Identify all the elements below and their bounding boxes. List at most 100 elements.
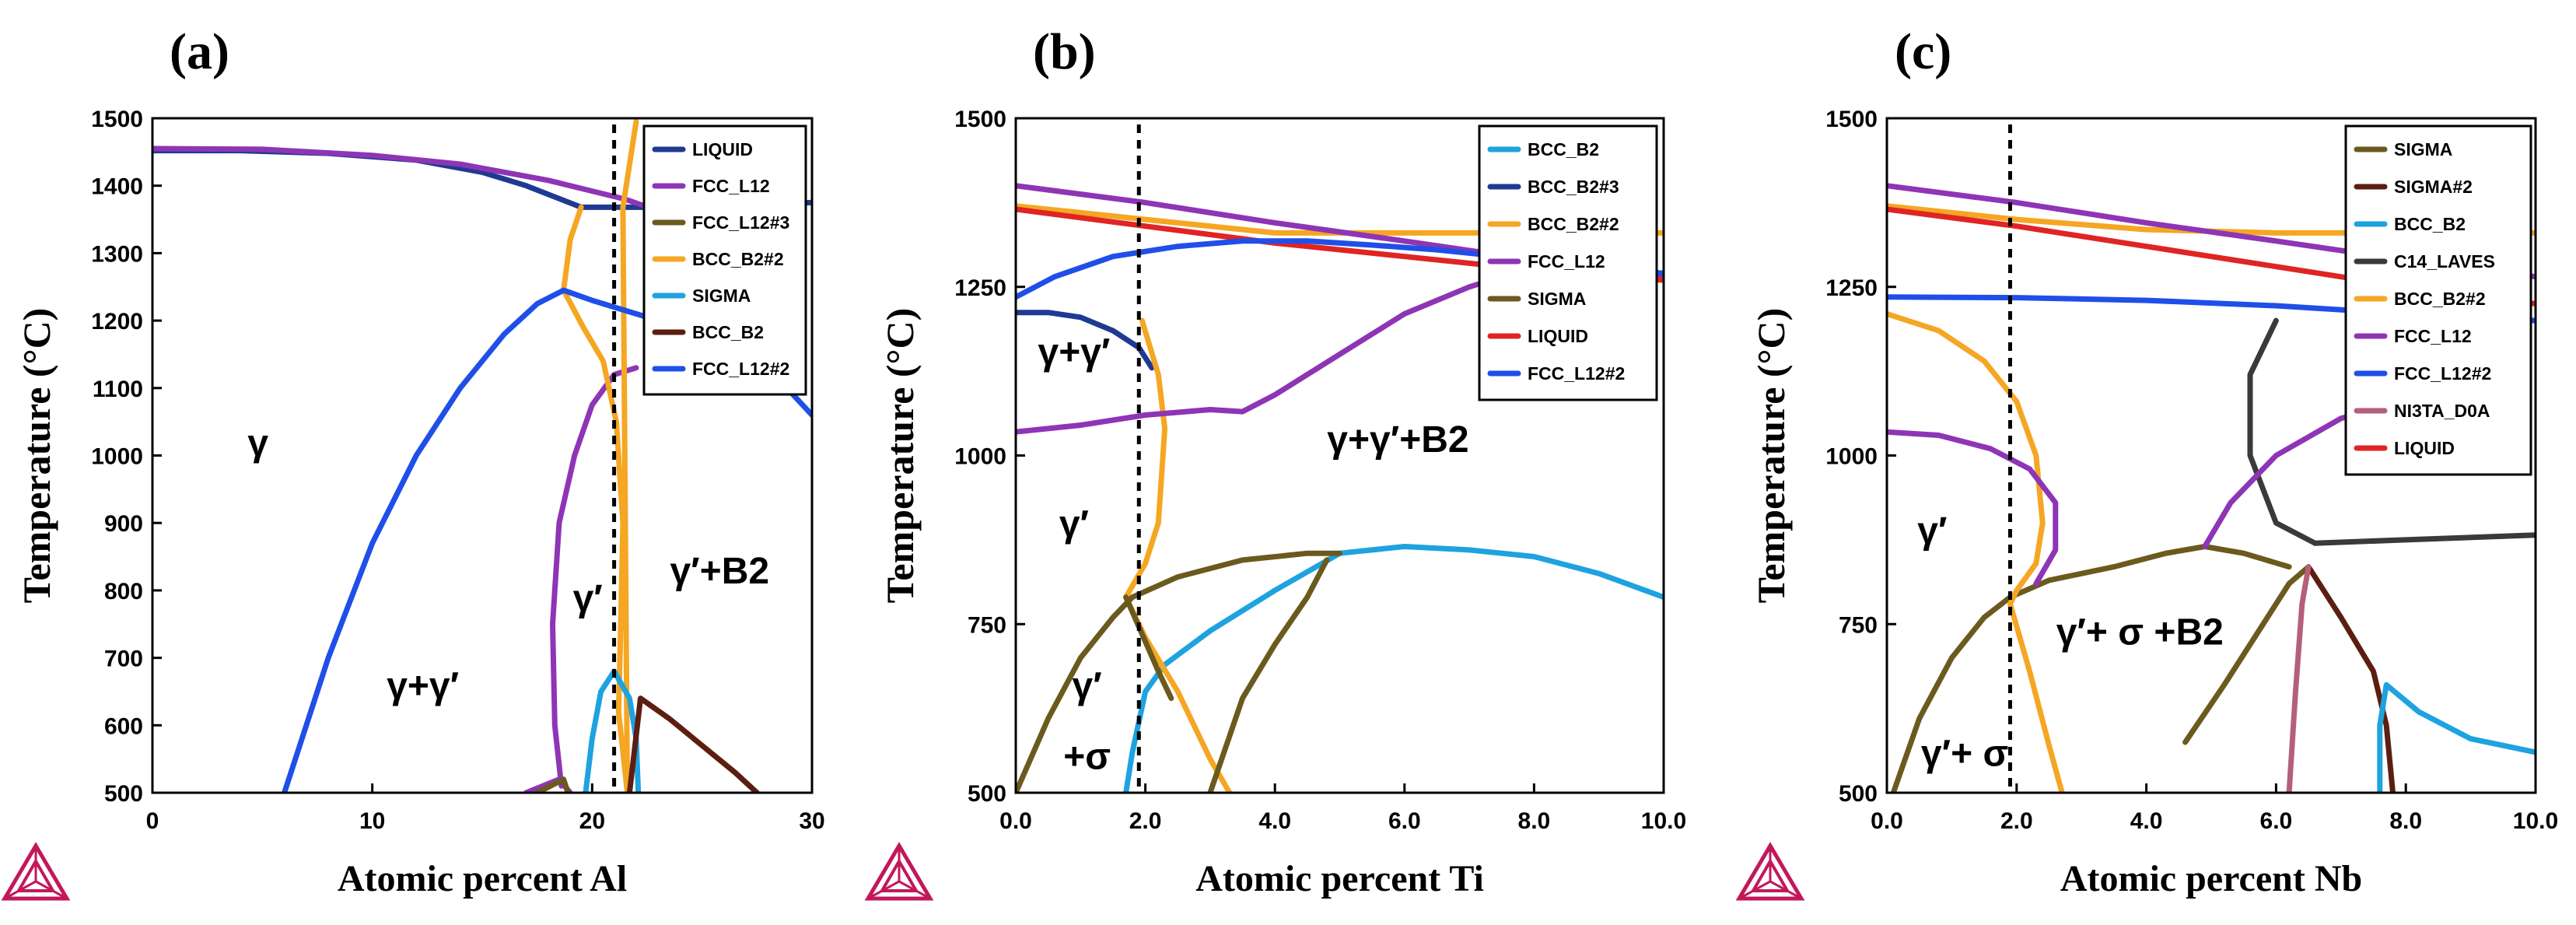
legend-entry: BCC_B2#2 [2394, 289, 2486, 309]
panel-label: (b) [1033, 23, 1096, 80]
x-axis-label: Atomic percent Ti [1195, 858, 1484, 899]
legend-entry: FCC_L12 [692, 176, 770, 196]
series-line-sigma [1207, 557, 1330, 793]
legend: BCC_B2 BCC_B2#3 BCC_B2#2 FCC_L12 SIGMA LIQUID… [1478, 124, 1658, 401]
legend: LIQUID FCC_L12 FCC_L12#3 BCC_B2#2 SIGMA BCC_B… [642, 124, 807, 396]
legend-entry: LIQUID [1528, 326, 1588, 346]
y-axis-label: Temperature (°C) [878, 308, 922, 604]
x-tick-label: 10 [359, 808, 385, 834]
y-tick-label: 1000 [1825, 444, 1878, 470]
y-tick-label: 1300 [91, 241, 143, 267]
series-line-c14-laves [2312, 532, 2536, 546]
series-line-sigma [1016, 550, 1342, 793]
series-line-sigma [1123, 594, 1174, 702]
series-line-fcc-l12-3 [534, 776, 571, 793]
thermo-calc-logo-icon [1, 842, 71, 901]
legend-entry: FCC_L12#2 [2394, 363, 2491, 384]
x-tick-label: 10.0 [2513, 808, 2558, 834]
x-tick-label: 2.0 [2000, 808, 2033, 834]
y-tick-label: 1000 [954, 444, 1006, 470]
series-line-sigma-2 [2305, 564, 2396, 793]
x-tick-label: 4.0 [1258, 808, 1291, 834]
panel-a: (a) Temperature (°C) Atomic percent Al 0… [1, 23, 825, 901]
legend-entry: FCC_L12#3 [692, 212, 789, 233]
x-tick-label: 4.0 [2130, 808, 2163, 834]
y-axis-label: Temperature (°C) [15, 308, 58, 604]
legend-entry: LIQUID [692, 139, 753, 159]
panel-c: (c) Temperature (°C) Atomic percent Nb 0… [1735, 23, 2558, 901]
series-line-fcc-l12 [1887, 429, 2059, 587]
x-tick-label: 2.0 [1129, 808, 1162, 834]
panel-label: (a) [170, 23, 229, 80]
region-label: γ′ [1059, 504, 1089, 545]
y-tick-label: 1000 [91, 444, 143, 470]
y-tick-label: 600 [104, 713, 143, 739]
thermo-calc-logo-icon [864, 842, 934, 901]
series-line-fcc-l12 [1016, 274, 1505, 435]
y-axis-label: Temperature (°C) [1749, 308, 1793, 604]
legend-entry: SIGMA#2 [2394, 177, 2473, 197]
y-tick-label: 500 [1839, 781, 1878, 807]
y-tick-label: 1500 [91, 107, 143, 132]
legend-entry: FCC_L12#2 [1528, 363, 1625, 384]
series-line-c14-laves [2247, 317, 2318, 546]
legend: SIGMA SIGMA#2 BCC_B2 C14_LAVES BCC_B2#2 FCC_L… [2344, 124, 2532, 476]
y-tick-label: 750 [968, 612, 1006, 638]
series-line-fcc-l12 [152, 145, 656, 212]
panel-label: (c) [1895, 23, 1951, 80]
y-tick-label: 1400 [91, 174, 143, 200]
region-label: γ+γ′ [387, 666, 459, 707]
legend-entry: BCC_B2#2 [692, 249, 784, 269]
thermo-calc-logo-icon [1735, 842, 1805, 901]
x-tick-label: 6.0 [2260, 808, 2293, 834]
region-label: +σ [1063, 737, 1111, 778]
series-group [1016, 183, 1664, 793]
x-tick-label: 8.0 [1518, 808, 1551, 834]
series-line-bcc-b2-2 [1887, 310, 2065, 793]
legend-entry: SIGMA [1528, 289, 1586, 309]
region-label: γ+γ′ [1038, 331, 1111, 373]
legend-entry: BCC_B2 [692, 322, 764, 342]
region-label: γ [247, 423, 268, 464]
region-label: γ+γ′+B2 [1327, 419, 1468, 461]
x-tick-label: 8.0 [2389, 808, 2422, 834]
region-label: γ′+ σ [1921, 733, 2008, 774]
legend-entry: FCC_L12#2 [692, 359, 789, 379]
legend-entry: FCC_L12 [2394, 326, 2472, 346]
y-tick-label: 500 [104, 781, 143, 807]
y-tick-label: 700 [104, 646, 143, 672]
x-axis-label: Atomic percent Al [338, 858, 627, 899]
region-label: γ′+ σ +B2 [2056, 611, 2224, 653]
y-tick-label: 1500 [1825, 107, 1878, 132]
region-label: γ′+B2 [670, 551, 769, 592]
series-line-bcc-b2-2 [1123, 317, 1233, 793]
legend-entry: BCC_B2 [2394, 214, 2466, 234]
legend-entry: BCC_B2#3 [1528, 177, 1619, 197]
region-label: γ′ [573, 578, 603, 619]
series-line-sigma [1890, 544, 2292, 793]
x-tick-label: 6.0 [1388, 808, 1421, 834]
legend-entry: LIQUID [2394, 438, 2455, 458]
series-line-bcc-b2 [1123, 544, 1664, 793]
y-tick-label: 1500 [954, 107, 1006, 132]
y-tick-label: 750 [1839, 612, 1878, 638]
legend-entry: NI3TA_D0A [2394, 401, 2490, 421]
series-line-bcc-b2-3 [1016, 310, 1155, 371]
legend-entry: C14_LAVES [2394, 251, 2495, 272]
series-line-ni3ta-d0a [2286, 564, 2312, 793]
series-line-sigma [2182, 564, 2312, 745]
series-line-bcc-b2 [626, 696, 760, 793]
legend-entry: BCC_B2 [1528, 139, 1599, 159]
x-axis-label: Atomic percent Nb [2060, 858, 2362, 899]
y-tick-label: 1200 [91, 309, 143, 335]
panel-b: (b) Temperature (°C) Atomic percent Ti 0… [864, 23, 1686, 901]
legend-entry: SIGMA [692, 286, 751, 306]
region-label: γ′ [1073, 666, 1102, 707]
x-tick-label: 20 [579, 808, 605, 834]
y-tick-label: 500 [968, 781, 1006, 807]
x-tick-label: 10.0 [1641, 808, 1686, 834]
legend-entry: SIGMA [2394, 139, 2452, 159]
series-line-bcc-b2 [2377, 681, 2536, 793]
legend-entry: FCC_L12 [1528, 251, 1605, 272]
